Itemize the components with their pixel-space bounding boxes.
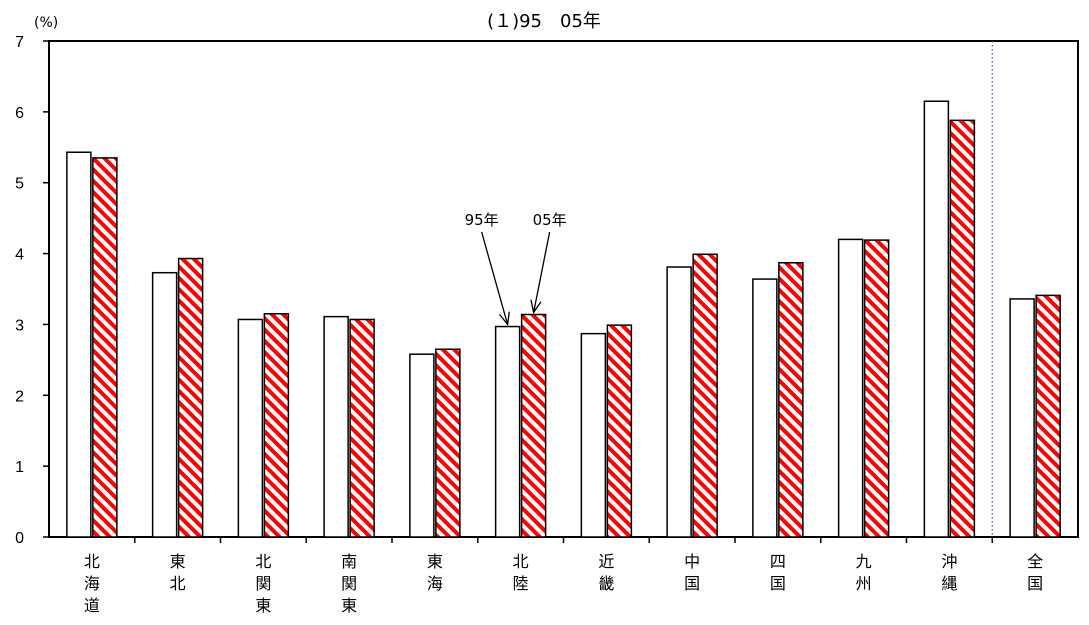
x-category-label: 四	[770, 552, 786, 571]
bar-05	[949, 119, 976, 538]
x-category-label: 九	[856, 552, 872, 571]
bar-95	[666, 266, 692, 538]
y-axis-unit-label: (%)	[34, 15, 58, 31]
x-category-label: 国	[684, 574, 700, 593]
bar-05	[606, 324, 633, 538]
chart-title: (１)95 05年	[487, 11, 601, 32]
bar-95	[752, 278, 778, 538]
x-category-label: 畿	[598, 574, 614, 593]
y-tick-label: 7	[15, 34, 24, 51]
y-tick-label: 5	[15, 176, 24, 193]
y-tick-label: 3	[15, 317, 24, 334]
x-category-label: 近	[598, 552, 614, 571]
x-category-label: 関	[341, 574, 357, 593]
x-category-label: 南	[341, 552, 357, 571]
bar-95	[323, 315, 349, 538]
x-category-label: 北	[255, 552, 271, 571]
x-category-label: 縄	[941, 574, 957, 593]
bar-95	[494, 325, 521, 538]
x-category-label: 海	[84, 574, 100, 593]
x-category-label: 中	[684, 552, 700, 571]
x-category-label: 北	[513, 552, 529, 571]
bar-05	[263, 313, 290, 538]
bar-95	[580, 332, 607, 538]
annotation-arrow	[532, 231, 551, 313]
bar-05	[177, 257, 204, 538]
bar-05	[435, 348, 461, 538]
x-category-label: 東	[170, 552, 186, 571]
annotation-arrowhead	[530, 299, 542, 315]
bar-95	[837, 238, 864, 538]
x-category-label: 東	[341, 596, 357, 615]
x-category-label: 海	[427, 574, 443, 593]
annotation-label: 05年	[533, 211, 567, 229]
y-tick-label: 0	[15, 530, 24, 547]
bar-95	[923, 100, 950, 538]
bar-05	[520, 313, 547, 538]
x-category-label: 州	[856, 574, 872, 593]
bar-05	[863, 239, 890, 538]
x-category-label: 東	[427, 552, 443, 571]
bar-95	[151, 271, 178, 538]
bar-95	[409, 353, 435, 538]
x-category-label: 国	[770, 574, 786, 593]
y-tick-label: 1	[15, 459, 24, 476]
x-category-label: 沖	[941, 552, 957, 571]
bar-05	[692, 253, 718, 538]
y-tick-label: 2	[15, 388, 24, 405]
x-category-label: 全	[1027, 552, 1043, 571]
bar-95	[1009, 298, 1035, 538]
bar-05	[778, 262, 804, 538]
annotation-arrowhead	[499, 311, 510, 327]
bar-95	[237, 318, 264, 538]
x-category-label: 陸	[513, 574, 529, 593]
x-category-label: 北	[84, 552, 100, 571]
bar-05	[92, 157, 118, 538]
bar-95	[66, 151, 92, 538]
x-category-label: 東	[255, 596, 271, 615]
y-tick-label: 4	[15, 247, 24, 264]
annotation-label: 95年	[465, 211, 499, 229]
x-category-label: 国	[1027, 574, 1043, 593]
bar-05	[349, 318, 375, 538]
x-category-label: 道	[84, 596, 100, 615]
y-tick-label: 6	[15, 105, 24, 122]
x-category-label: 関	[255, 574, 271, 593]
annotation-arrow	[480, 231, 509, 325]
x-category-label: 北	[170, 574, 186, 593]
bar-05	[1035, 294, 1061, 538]
